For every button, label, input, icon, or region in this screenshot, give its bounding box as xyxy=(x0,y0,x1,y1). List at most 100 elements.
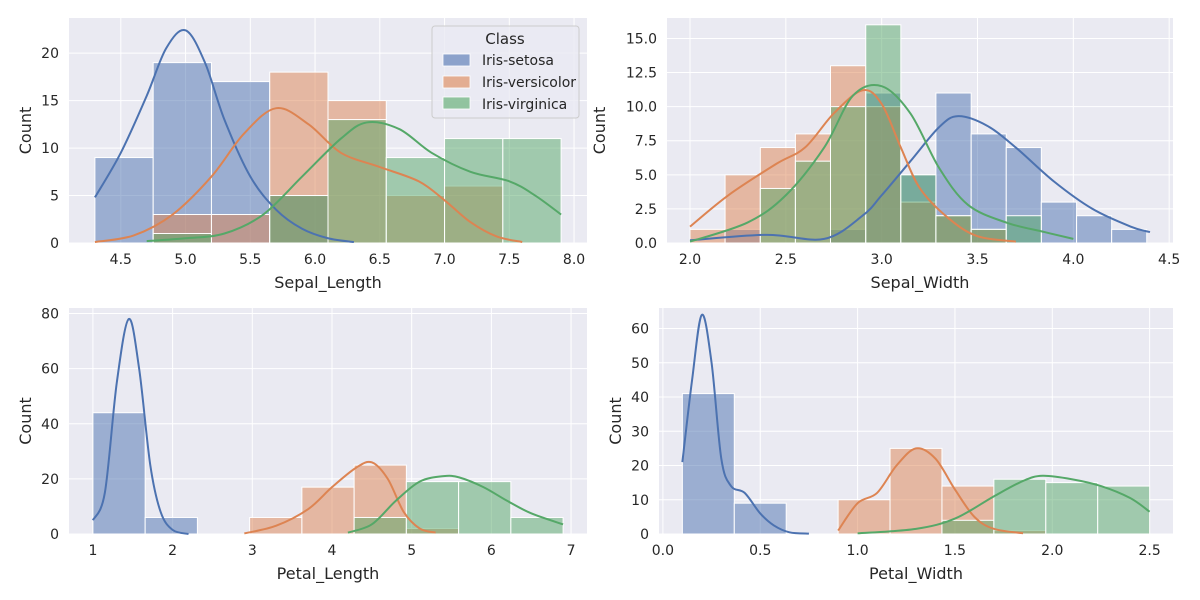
y-tick-label: 80 xyxy=(41,307,59,323)
bar-iris-versicolor xyxy=(301,486,355,535)
kde-line-iris-virginica xyxy=(347,474,564,534)
legend-label-virginica: Iris-virginica xyxy=(482,97,567,113)
kde-line-iris-versicolor xyxy=(244,460,436,535)
bar-iris-versicolor xyxy=(889,447,943,535)
legend: Class Iris-setosa Iris-versicolor Iris-v… xyxy=(431,25,580,119)
y-tick-label: 12.5 xyxy=(626,66,657,82)
bar-iris-setosa xyxy=(733,502,787,535)
kde-line-iris-setosa xyxy=(689,115,1151,242)
x-tick-label: 6.0 xyxy=(304,252,326,268)
bar-iris-virginica xyxy=(502,138,562,244)
x-tick-label: 3.5 xyxy=(966,252,988,268)
y-tick-label: 15 xyxy=(41,94,59,110)
x-tick-label: 7.5 xyxy=(498,252,520,268)
legend-box xyxy=(431,25,580,119)
x-tick-label: 7.0 xyxy=(433,252,455,268)
x-axis-label: Sepal_Length xyxy=(274,273,382,293)
legend-swatch-versicolor xyxy=(442,75,471,89)
y-tick-label: 10 xyxy=(41,141,59,157)
panel-sepal-width: 2.0 2.5 3.0 3.5 4.0 4.5 0.0 2.5 5.0 7.5 10.0 12.5 15… xyxy=(590,18,1180,293)
bar-iris-virginica xyxy=(510,516,564,535)
bar-iris-versicolor xyxy=(210,214,271,244)
x-tick-label: 1.0 xyxy=(846,543,868,559)
legend-swatch-setosa xyxy=(442,53,471,67)
legend-title: Class xyxy=(485,30,525,48)
y-axis-label: Count xyxy=(16,397,35,445)
x-tick-label: 8.0 xyxy=(563,252,585,268)
kde-line-iris-setosa xyxy=(94,28,355,244)
x-tick-label: 5 xyxy=(407,543,416,559)
y-axis-label: Count xyxy=(606,397,625,445)
kde-line-iris-versicolor xyxy=(837,447,1024,535)
bar-iris-virginica xyxy=(1097,485,1151,535)
y-tick-label: 40 xyxy=(41,417,59,433)
x-axis-label: Sepal_Width xyxy=(871,273,970,293)
bar-iris-setosa xyxy=(1040,201,1078,244)
y-tick-label: 20 xyxy=(41,472,59,488)
x-axis-label: Petal_Width xyxy=(869,564,963,584)
y-tick-label: 20 xyxy=(41,46,59,62)
y-tick-label: 5 xyxy=(50,189,59,205)
y-tick-label: 0 xyxy=(50,527,59,543)
x-tick-label: 4.5 xyxy=(110,252,132,268)
y-tick-label: 7.5 xyxy=(635,134,657,150)
y-axis-label: Count xyxy=(16,107,35,155)
y-tick-label: 60 xyxy=(41,362,59,378)
x-tick-label: 1.5 xyxy=(944,543,966,559)
bar-iris-virginica xyxy=(385,157,446,244)
y-tick-label: 50 xyxy=(631,356,649,372)
y-axis-label: Count xyxy=(590,107,609,155)
y-tick-label: 20 xyxy=(631,459,649,475)
panel-petal-width: 0.0 0.5 1.0 1.5 2.0 2.5 0 10 20 30 40 50 60 Petal_Wid… xyxy=(606,308,1173,584)
y-tick-label: 2.5 xyxy=(635,202,657,218)
kde-line-iris-setosa xyxy=(91,318,189,535)
bar-iris-setosa xyxy=(92,412,146,535)
bar-iris-virginica xyxy=(444,138,504,244)
bar-iris-virginica xyxy=(458,481,512,535)
bar-iris-virginica xyxy=(941,519,995,535)
bar-iris-setosa xyxy=(1076,215,1113,244)
x-tick-label: 2 xyxy=(168,543,177,559)
panel-petal-length: 1 2 3 4 5 6 7 0 20 40 60 80 Petal_Length Count xyxy=(16,307,587,584)
x-tick-label: 6.5 xyxy=(369,252,391,268)
kde-line-iris-setosa xyxy=(681,313,809,535)
y-tick-label: 10.0 xyxy=(626,100,657,116)
legend-label-setosa: Iris-setosa xyxy=(482,53,554,69)
x-tick-label: 5.5 xyxy=(239,252,261,268)
kde-line-iris-virginica xyxy=(689,83,1074,243)
y-tick-label: 30 xyxy=(631,424,649,440)
x-tick-label: 2.5 xyxy=(775,252,797,268)
bar-iris-virginica xyxy=(405,481,460,535)
x-tick-label: 2.0 xyxy=(679,252,701,268)
bar-iris-virginica xyxy=(794,160,831,244)
x-tick-label: 0.5 xyxy=(749,543,771,559)
bar-iris-setosa xyxy=(1111,228,1148,244)
y-tick-label: 60 xyxy=(631,322,649,338)
bar-iris-virginica xyxy=(935,215,972,244)
kde-line-iris-versicolor xyxy=(94,107,523,244)
x-tick-label: 7 xyxy=(567,543,576,559)
kde-line-iris-virginica xyxy=(146,121,562,243)
x-axis-label: Petal_Length xyxy=(277,564,380,584)
x-tick-label: 2.0 xyxy=(1041,543,1063,559)
x-tick-label: 4 xyxy=(328,543,337,559)
bar-iris-virginica xyxy=(353,516,407,535)
x-tick-label: 6 xyxy=(487,543,496,559)
bar-iris-virginica xyxy=(1045,482,1099,535)
x-tick-label: 5.0 xyxy=(174,252,196,268)
bar-iris-setosa xyxy=(681,393,735,535)
y-tick-label: 15.0 xyxy=(626,31,657,47)
legend-label-versicolor: Iris-versicolor xyxy=(482,75,576,91)
y-tick-label: 0 xyxy=(640,527,649,543)
bar-iris-virginica xyxy=(327,119,387,244)
y-tick-label: 10 xyxy=(631,493,649,509)
y-tick-label: 40 xyxy=(631,390,649,406)
y-tick-label: 5.0 xyxy=(635,168,657,184)
bar-iris-virginica xyxy=(993,478,1047,535)
bar-iris-setosa xyxy=(152,62,212,244)
bar-iris-setosa xyxy=(970,133,1007,244)
kde-line-iris-versicolor xyxy=(689,89,1016,243)
x-tick-label: 3 xyxy=(248,543,257,559)
bar-iris-setosa xyxy=(144,516,198,535)
